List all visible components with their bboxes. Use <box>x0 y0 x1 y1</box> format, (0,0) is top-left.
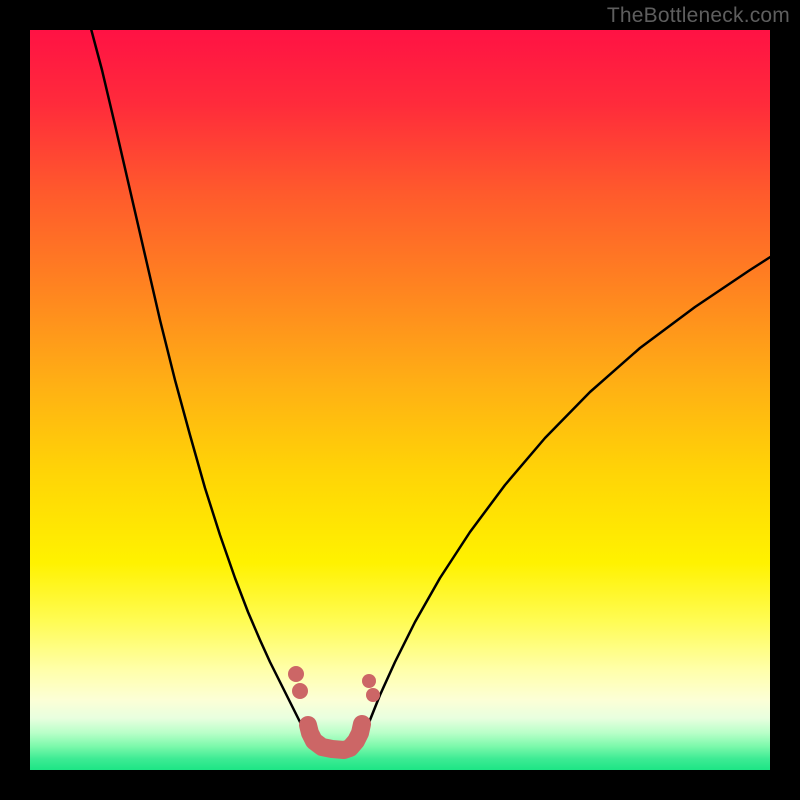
marker-dot <box>366 688 380 702</box>
chart-svg <box>30 30 770 770</box>
chart-background <box>30 30 770 770</box>
watermark-text: TheBottleneck.com <box>607 4 790 28</box>
marker-dot <box>292 683 308 699</box>
marker-dot <box>288 666 304 682</box>
marker-dot <box>362 674 376 688</box>
chart-plot-area <box>30 30 770 770</box>
